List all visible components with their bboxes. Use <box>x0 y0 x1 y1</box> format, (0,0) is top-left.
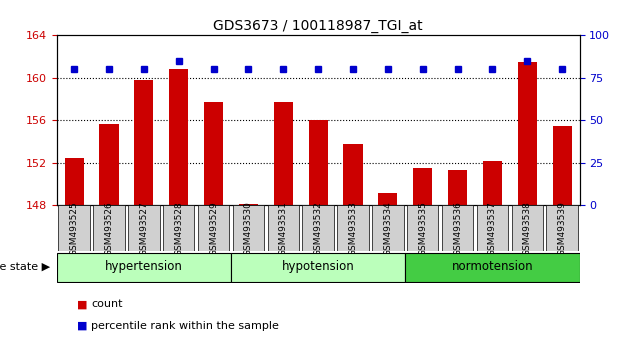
Bar <box>204 102 223 205</box>
Bar <box>413 168 432 205</box>
FancyBboxPatch shape <box>477 205 508 251</box>
Text: GSM493529: GSM493529 <box>209 201 218 256</box>
Text: disease state ▶: disease state ▶ <box>0 262 50 272</box>
Text: GSM493530: GSM493530 <box>244 201 253 256</box>
Text: hypertension: hypertension <box>105 260 183 273</box>
Text: percentile rank within the sample: percentile rank within the sample <box>91 321 279 331</box>
Text: ■: ■ <box>77 299 87 309</box>
Title: GDS3673 / 100118987_TGI_at: GDS3673 / 100118987_TGI_at <box>214 19 423 33</box>
FancyBboxPatch shape <box>268 205 299 251</box>
FancyBboxPatch shape <box>546 205 578 251</box>
FancyBboxPatch shape <box>405 253 580 282</box>
Text: GSM493536: GSM493536 <box>453 201 462 256</box>
Text: GSM493539: GSM493539 <box>558 201 566 256</box>
FancyBboxPatch shape <box>302 205 334 251</box>
Bar <box>134 80 154 205</box>
FancyBboxPatch shape <box>163 205 195 251</box>
Text: GSM493538: GSM493538 <box>523 201 532 256</box>
Text: GSM493525: GSM493525 <box>70 201 79 256</box>
Bar <box>64 158 84 205</box>
FancyBboxPatch shape <box>372 205 404 251</box>
Bar <box>169 69 188 205</box>
Text: normotension: normotension <box>452 260 533 273</box>
Bar <box>309 120 328 205</box>
Text: GSM493535: GSM493535 <box>418 201 427 256</box>
Text: GSM493537: GSM493537 <box>488 201 497 256</box>
FancyBboxPatch shape <box>337 205 369 251</box>
FancyBboxPatch shape <box>59 205 90 251</box>
Text: GSM493528: GSM493528 <box>175 201 183 256</box>
FancyBboxPatch shape <box>512 205 543 251</box>
Text: GSM493526: GSM493526 <box>105 201 113 256</box>
Text: GSM493533: GSM493533 <box>348 201 357 256</box>
Bar <box>343 144 363 205</box>
Bar <box>553 126 572 205</box>
Text: hypotension: hypotension <box>282 260 355 273</box>
FancyBboxPatch shape <box>93 205 125 251</box>
Bar <box>448 170 467 205</box>
Bar <box>483 161 502 205</box>
FancyBboxPatch shape <box>57 253 231 282</box>
FancyBboxPatch shape <box>442 205 473 251</box>
Bar <box>273 102 293 205</box>
FancyBboxPatch shape <box>198 205 229 251</box>
FancyBboxPatch shape <box>231 253 405 282</box>
Bar <box>239 204 258 205</box>
Text: GSM493534: GSM493534 <box>384 201 392 256</box>
FancyBboxPatch shape <box>232 205 264 251</box>
Bar <box>378 193 398 205</box>
Text: count: count <box>91 299 123 309</box>
Text: ■: ■ <box>77 321 87 331</box>
Bar <box>518 62 537 205</box>
Bar <box>100 124 118 205</box>
Text: GSM493531: GSM493531 <box>279 201 288 256</box>
Text: GSM493527: GSM493527 <box>139 201 148 256</box>
Text: GSM493532: GSM493532 <box>314 201 323 256</box>
FancyBboxPatch shape <box>128 205 159 251</box>
FancyBboxPatch shape <box>407 205 438 251</box>
